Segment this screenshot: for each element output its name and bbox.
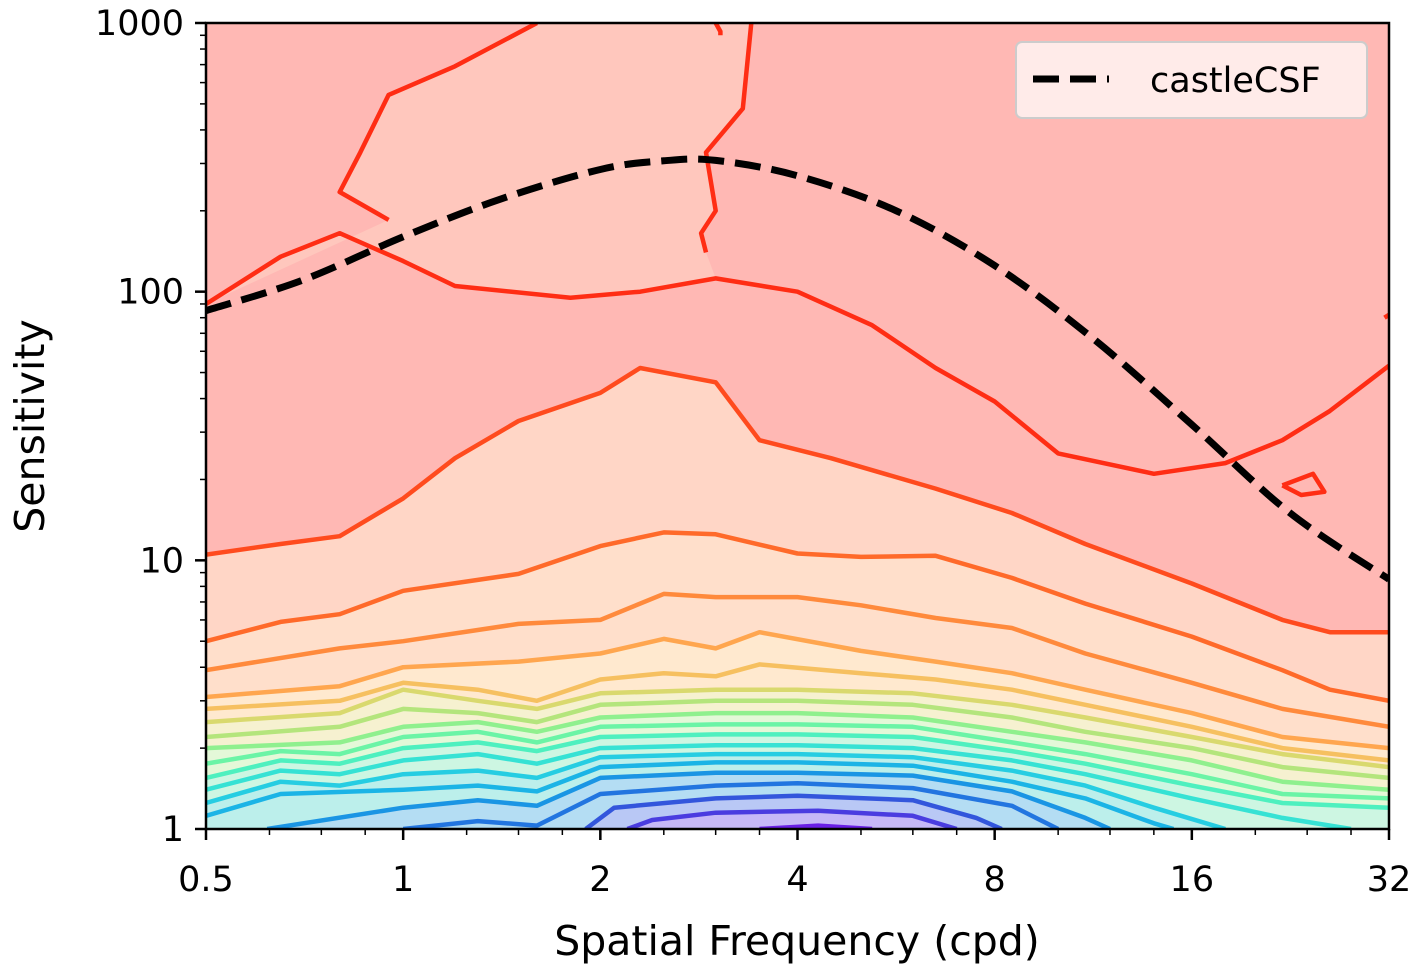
contour-line-4: [206, 629, 1389, 751]
contour-line-9: [206, 722, 1389, 801]
contour-line-5: [206, 662, 1389, 763]
contour-line-12: [206, 751, 1226, 829]
contour-fragment-1: [713, 23, 723, 36]
x-tick-label: 4: [786, 860, 808, 900]
y-axis-label: Sensitivity: [6, 319, 54, 532]
contour-fragment-2: [698, 23, 754, 253]
series-line-castlecsf: [206, 155, 1389, 583]
y-tick-label: 100: [117, 273, 184, 313]
legend: castleCSF: [1015, 41, 1368, 119]
contour-line-7: [206, 698, 1389, 781]
contour-line-17: [626, 808, 958, 829]
x-tick-label: 8: [984, 860, 1006, 900]
contour-fills: [206, 23, 1389, 829]
contour-line-0: [206, 230, 1389, 477]
contour-line-2: [206, 530, 1389, 704]
fill-band-1: [206, 23, 752, 304]
y-axis-ticks: 1 10 100 1000: [95, 4, 206, 850]
x-tick-label: 2: [589, 860, 611, 900]
series-lines: [206, 155, 1389, 583]
contour-fragment-0: [337, 23, 538, 222]
x-tick-label: 16: [1170, 860, 1215, 900]
x-axis-label: Spatial Frequency (cpd): [554, 917, 1040, 965]
legend-box: [1015, 41, 1368, 119]
x-tick-label: 32: [1367, 860, 1412, 900]
contour-line-10: [206, 732, 1389, 810]
y-tick-label: 10: [139, 541, 184, 581]
contour-line-3: [206, 591, 1389, 730]
y-tick-label: 1000: [95, 4, 184, 44]
contour-line-6: [206, 687, 1389, 770]
x-tick-label: 1: [392, 860, 414, 900]
contour-line-13: [206, 760, 1175, 829]
contour-fragment-3: [1281, 471, 1327, 498]
x-axis-ticks: 0.5 1 2 4 8 16 32: [178, 829, 1411, 900]
contour-line-11: [206, 742, 1352, 829]
x-tick-label: 0.5: [178, 860, 234, 900]
legend-label-castlecsf: castleCSF: [1150, 61, 1321, 101]
y-tick-label: 1: [162, 810, 184, 850]
contour-line-16: [584, 793, 1003, 829]
contour-line-14: [266, 770, 1111, 829]
contour-line-15: [402, 781, 1060, 829]
contour-line-8: [206, 710, 1389, 792]
contour-line-1: [206, 365, 1389, 635]
